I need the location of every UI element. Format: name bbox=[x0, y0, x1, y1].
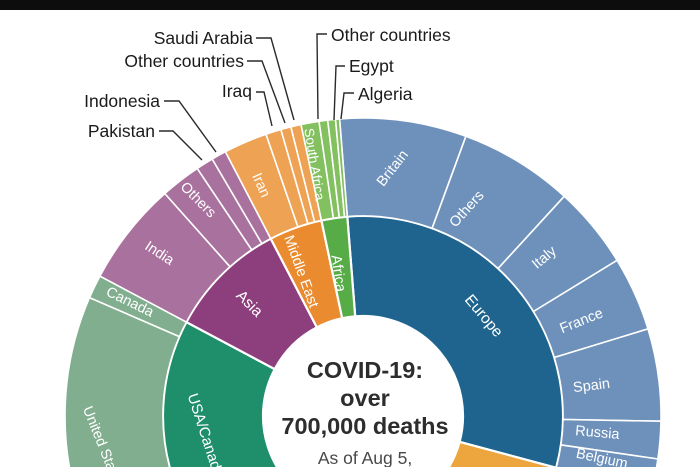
callout-other-countries-5: Other countries bbox=[331, 25, 451, 45]
leader-line-egypt-6 bbox=[333, 65, 345, 121]
callout-pakistan-4: Pakistan bbox=[88, 121, 155, 141]
callout-saudi-arabia-0: Saudi Arabia bbox=[154, 28, 254, 48]
top-bar bbox=[0, 0, 700, 10]
center-title-line-2: over bbox=[340, 385, 390, 411]
wedge-usa-canada-united-states bbox=[64, 296, 181, 467]
leader-line-indonesia-3 bbox=[164, 100, 217, 153]
leader-line-other-countries-5 bbox=[316, 33, 327, 120]
callout-iraq-2: Iraq bbox=[222, 81, 252, 101]
center-title-line-1: COVID-19: bbox=[307, 357, 423, 383]
callout-egypt-6: Egypt bbox=[349, 56, 394, 76]
callout-other-countries-1: Other countries bbox=[124, 51, 244, 71]
wedge-region-unlabeled-region bbox=[447, 440, 558, 467]
label-spain: Spain bbox=[572, 376, 611, 396]
wedge-africa-algeria bbox=[334, 118, 349, 218]
center-subtitle: As of Aug 5, bbox=[318, 448, 412, 467]
label-region-africa: Africa bbox=[327, 254, 348, 294]
center-title-line-3: 700,000 deaths bbox=[281, 413, 448, 439]
callout-algeria-7: Algeria bbox=[358, 84, 413, 104]
wedge-europe-belgium bbox=[555, 443, 659, 467]
leader-line-iraq-2 bbox=[256, 91, 273, 127]
leader-line-algeria-7 bbox=[340, 92, 354, 120]
leader-line-saudi-arabia-0 bbox=[256, 37, 295, 121]
leader-line-other-countries-1 bbox=[247, 60, 286, 124]
callout-indonesia-3: Indonesia bbox=[84, 91, 160, 111]
leader-line-pakistan-4 bbox=[159, 130, 203, 161]
label-russia: Russia bbox=[575, 423, 621, 443]
